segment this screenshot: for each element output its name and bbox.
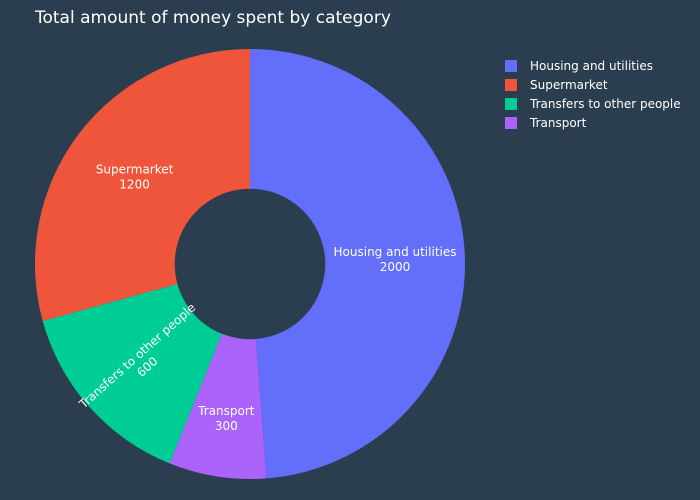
legend-item-transport[interactable]: Transport (505, 113, 681, 132)
legend-item-transfers-to-other-people[interactable]: Transfers to other people (505, 94, 681, 113)
legend-swatch-supermarket (505, 78, 517, 91)
legend-swatch-housing-and-utilities (505, 59, 517, 72)
legend: Housing and utilities Supermarket Transf… (505, 56, 681, 132)
slice-supermarket[interactable] (34, 49, 250, 321)
slice-label-transport: Transport 300 (197, 404, 255, 433)
slices-group (34, 49, 465, 479)
legend-item-housing-and-utilities[interactable]: Housing and utilities (505, 56, 681, 75)
legend-label-supermarket: Supermarket (530, 77, 608, 92)
legend-swatch-transfers-to-other-people (505, 97, 517, 110)
chart-title: Total amount of money spent by category (35, 8, 391, 28)
legend-item-supermarket[interactable]: Supermarket (505, 75, 681, 94)
legend-label-transfers-to-other-people: Transfers to other people (530, 96, 681, 111)
legend-label-transport: Transport (530, 115, 587, 130)
slice-label-housing-and-utilities: Housing and utilities 2000 (334, 245, 457, 274)
legend-swatch-transport (505, 116, 517, 129)
slice-transfers-to-other-people[interactable] (42, 283, 222, 464)
slice-housing-and-utilities[interactable] (250, 49, 465, 479)
slice-label-supermarket: Supermarket 1200 (96, 163, 174, 192)
slice-transport[interactable] (169, 333, 267, 479)
legend-label-housing-and-utilities: Housing and utilities (530, 58, 653, 73)
